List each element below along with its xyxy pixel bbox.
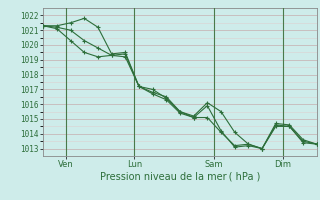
X-axis label: Pression niveau de la mer ( hPa ): Pression niveau de la mer ( hPa ) — [100, 172, 260, 182]
